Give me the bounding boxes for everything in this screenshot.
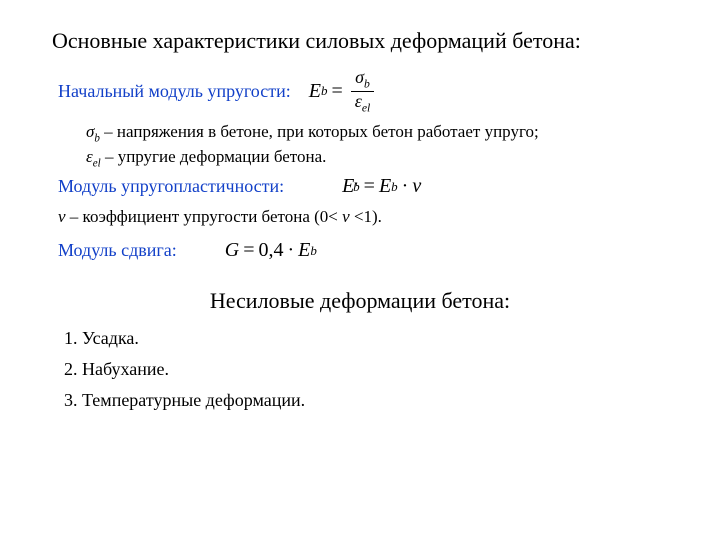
def2-text: – упругие деформации бетона. — [101, 147, 327, 166]
den-sub: el — [362, 101, 370, 114]
list-item: 3. Температурные деформации. — [64, 390, 668, 411]
shear-modulus-row: Модуль сдвига: G = 0,4 · Eb — [58, 239, 668, 262]
def-nu: ν – коэффициент упругости бетона (0< ν <… — [58, 207, 382, 226]
ep-lhs-sub: b — [353, 179, 360, 195]
elastic-modulus-formula: Eb = σb εel — [309, 68, 379, 115]
nu-sym2: ν — [342, 207, 350, 226]
ep-nu: ν — [412, 175, 421, 198]
sm-r: E — [298, 239, 310, 262]
nu-tail: <1). — [350, 207, 382, 226]
ep-dot: · — [402, 175, 409, 198]
elastic-modulus-label: Начальный модуль упругости: — [58, 81, 291, 102]
elastoplastic-modulus-formula: E'b = Eb · ν — [342, 175, 421, 198]
list-item-num: 3. — [64, 390, 78, 410]
list-item-text: Набухание. — [82, 359, 169, 379]
def1-text: – напряжения в бетоне, при которых бетон… — [100, 122, 539, 141]
list-item-num: 1. — [64, 328, 78, 348]
section1-heading: Основные характеристики силовых деформац… — [52, 28, 668, 54]
list-item-num: 2. — [64, 359, 78, 379]
ep-r1-sub: b — [391, 179, 398, 195]
formula-lhs-sub: b — [321, 83, 328, 99]
num-sub: b — [364, 78, 370, 91]
def-epsilon-el: εel – упругие деформации бетона. — [58, 146, 618, 171]
nu-sym: ν — [58, 207, 66, 226]
sm-eq: = — [243, 239, 254, 262]
page-root: Основные характеристики силовых деформац… — [0, 0, 720, 441]
section2-list: 1. Усадка. 2. Набухание. 3. Температурны… — [64, 328, 668, 411]
sm-lhs: G — [225, 239, 239, 262]
shear-modulus-formula: G = 0,4 · Eb — [225, 239, 317, 262]
def-sigma-b: σb – напряжения в бетоне, при которых бе… — [58, 121, 618, 146]
list-item: 1. Усадка. — [64, 328, 668, 349]
sm-coef-frac: 4 — [273, 239, 283, 262]
den-sym: ε — [355, 91, 362, 111]
elastoplastic-modulus-label: Модуль упругопластичности: — [58, 176, 284, 197]
ep-eq: = — [364, 175, 375, 198]
list-item-text: Усадка. — [82, 328, 139, 348]
list-item-text: Температурные деформации. — [82, 390, 305, 410]
list-item: 2. Набухание. — [64, 359, 668, 380]
def2-sub: el — [93, 157, 101, 169]
elastic-modulus-definitions: σb – напряжения в бетоне, при которых бе… — [58, 121, 618, 171]
sm-coef-int: 0 — [258, 239, 268, 262]
sm-dot: · — [287, 239, 294, 262]
section2-heading: Несиловые деформации бетона: — [52, 288, 668, 314]
formula-fraction: σb εel — [351, 68, 375, 115]
formula-eq: = — [331, 80, 342, 103]
elastoplastic-modulus-row: Модуль упругопластичности: E'b = Eb · ν — [58, 175, 668, 198]
num-sym: σ — [355, 67, 364, 87]
elastoplastic-definition: ν – коэффициент упругости бетона (0< ν <… — [58, 206, 618, 227]
fraction-numerator: σb — [351, 68, 374, 91]
nu-text: – коэффициент упругости бетона (0< — [66, 207, 343, 226]
def2-sym: ε — [86, 147, 93, 166]
fraction-denominator: εel — [351, 91, 375, 115]
sm-r-sub: b — [310, 243, 317, 259]
shear-modulus-label: Модуль сдвига: — [58, 240, 177, 261]
ep-r1: E — [379, 175, 391, 198]
elastic-modulus-row: Начальный модуль упругости: Eb = σb εel — [58, 68, 668, 115]
formula-lhs: E — [309, 80, 321, 103]
